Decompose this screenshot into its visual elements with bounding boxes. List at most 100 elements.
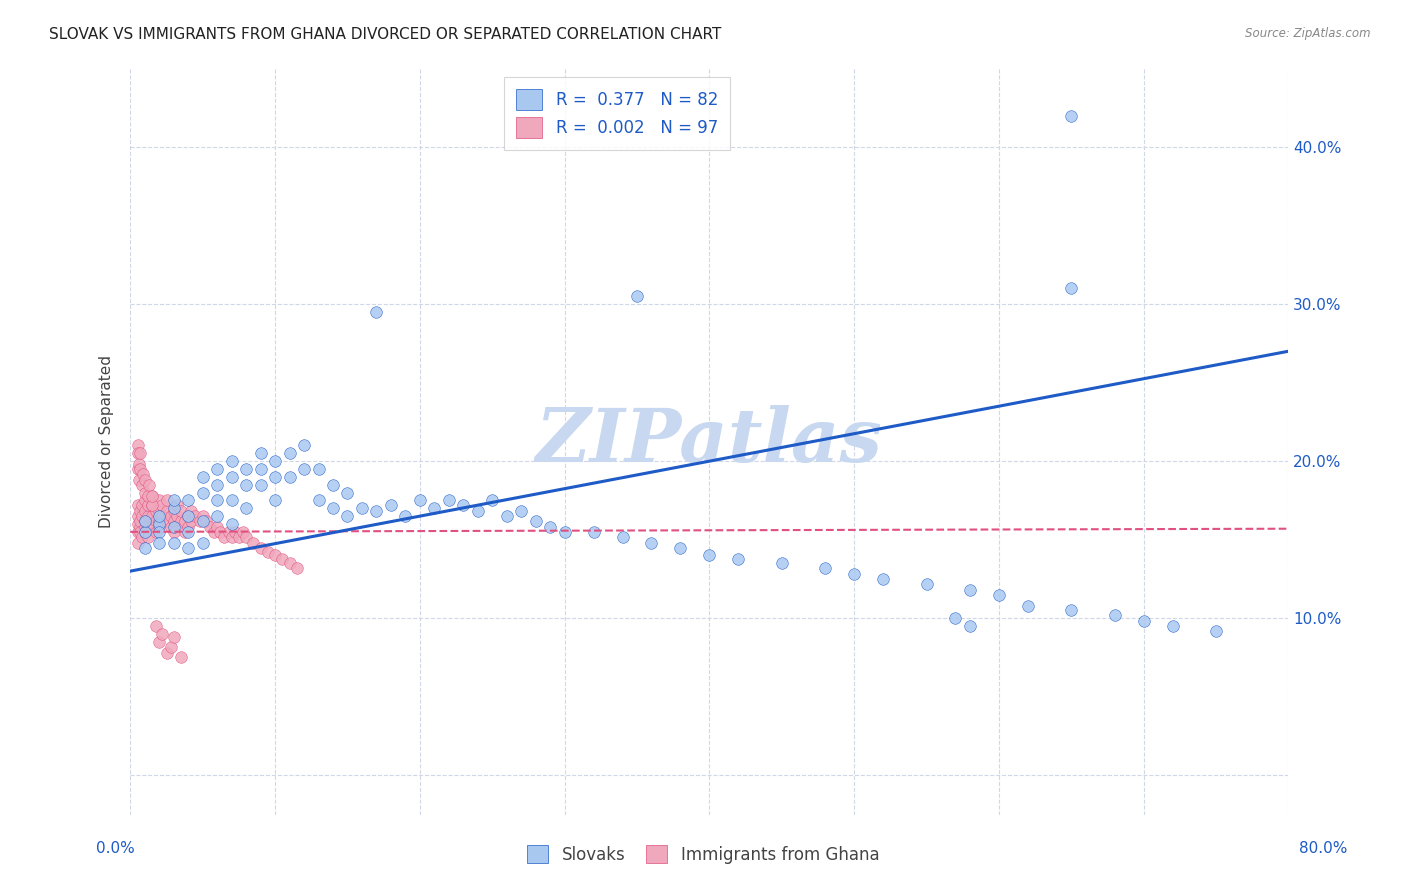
Point [163,536,186,550]
Point [205,493,228,508]
Point [264,493,287,508]
Point [177,541,200,555]
Point [292,462,315,476]
Point [308,462,330,476]
Point [141,509,163,524]
Point [134,493,156,508]
Point [915,576,938,591]
Point [235,501,257,516]
Point [1205,624,1227,638]
Point [163,630,186,644]
Point [166,498,188,512]
Point [1060,281,1083,295]
Point [292,438,315,452]
Point [235,530,257,544]
Point [136,509,159,524]
Point [134,514,156,528]
Point [232,524,254,539]
Point [453,498,475,512]
Point [134,485,156,500]
Point [640,536,662,550]
Point [134,541,156,555]
Point [134,504,156,518]
Point [127,462,149,476]
Text: SLOVAK VS IMMIGRANTS FROM GHANA DIVORCED OR SEPARATED CORRELATION CHART: SLOVAK VS IMMIGRANTS FROM GHANA DIVORCED… [49,27,721,42]
Point [987,588,1010,602]
Point [1060,603,1083,617]
Text: Source: ZipAtlas.com: Source: ZipAtlas.com [1246,27,1371,40]
Point [221,516,243,531]
Point [128,473,150,487]
Point [136,498,159,512]
Point [205,520,228,534]
Point [148,504,170,518]
Point [170,650,193,665]
Point [612,530,634,544]
Point [699,549,721,563]
Point [134,524,156,539]
Point [180,514,202,528]
Point [380,498,402,512]
Point [945,611,967,625]
Point [155,504,177,518]
Point [184,509,207,524]
Point [128,458,150,472]
Point [127,536,149,550]
Point [278,470,301,484]
Point [1132,615,1154,629]
Point [127,524,149,539]
Point [127,498,149,512]
Point [177,509,200,524]
Point [129,524,152,539]
Point [132,467,155,481]
Point [160,509,183,524]
Point [524,514,547,528]
Point [437,493,460,508]
Point [131,498,153,512]
Point [177,524,200,539]
Point [242,536,264,550]
Point [148,524,170,539]
Point [141,489,163,503]
Point [271,551,294,566]
Point [249,477,271,491]
Point [1060,109,1083,123]
Point [191,509,214,524]
Point [129,504,152,518]
Point [129,520,152,534]
Point [134,514,156,528]
Point [148,493,170,508]
Point [155,646,177,660]
Point [145,504,167,518]
Point [191,536,214,550]
Point [150,498,173,512]
Point [131,477,153,491]
Legend: Slovaks, Immigrants from Ghana: Slovaks, Immigrants from Ghana [520,838,886,871]
Point [209,524,232,539]
Point [148,520,170,534]
Point [235,462,257,476]
Point [188,514,211,528]
Point [174,524,197,539]
Point [150,509,173,524]
Point [177,493,200,508]
Point [145,619,167,633]
Text: 80.0%: 80.0% [1299,841,1347,856]
Point [467,504,489,518]
Point [308,493,330,508]
Point [134,520,156,534]
Point [264,454,287,468]
Point [160,520,183,534]
Point [336,509,359,524]
Point [336,485,359,500]
Point [134,524,156,539]
Point [129,446,152,460]
Point [278,556,301,570]
Point [127,446,149,460]
Point [163,504,186,518]
Point [249,462,271,476]
Point [155,514,177,528]
Point [510,504,533,518]
Point [131,509,153,524]
Point [163,493,186,508]
